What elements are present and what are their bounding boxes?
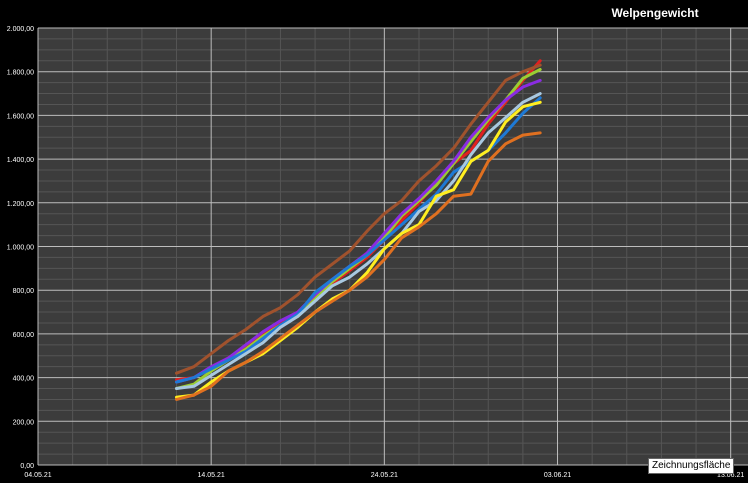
x-tick-labels: 04.05.21 14.05.21 24.05.21 03.06.21 13.06.21 — [24, 472, 744, 479]
x-tick-label: 13.06.21 — [717, 472, 744, 479]
y-tick-labels: 0,00 200,00 400,00 600,00 800,00 1.000,00 1.20… — [7, 26, 34, 470]
y-tick-label: 800,00 — [13, 288, 35, 295]
series-line-8[interactable] — [175, 131, 542, 401]
y-tick-label: 1.800,00 — [7, 70, 34, 77]
y-tick-label: 0,00 — [20, 463, 34, 470]
major-gridlines — [37, 27, 748, 466]
series-line-2[interactable] — [175, 63, 542, 375]
y-tick-label: 1.200,00 — [7, 201, 34, 208]
x-tick-label: 14.05.21 — [198, 472, 225, 479]
x-tick-label: 03.06.21 — [544, 472, 571, 479]
x-tick-label: 24.05.21 — [371, 472, 398, 479]
series-line-6[interactable] — [175, 92, 542, 390]
chart-title: Welpengewicht — [611, 6, 699, 20]
y-tick-label: 600,00 — [13, 332, 35, 339]
y-tick-label: 1.600,00 — [7, 113, 34, 120]
y-tick-label: 2.000,00 — [7, 26, 34, 33]
y-tick-label: 1.400,00 — [7, 157, 34, 164]
plot-area-tooltip: Zeichnungsfläche — [648, 458, 735, 474]
series-layer — [175, 59, 542, 401]
y-tick-label: 1.000,00 — [7, 245, 34, 252]
y-tick-label: 400,00 — [13, 376, 35, 383]
x-tick-label: 04.05.21 — [24, 472, 51, 479]
y-tick-label: 200,00 — [13, 419, 35, 426]
